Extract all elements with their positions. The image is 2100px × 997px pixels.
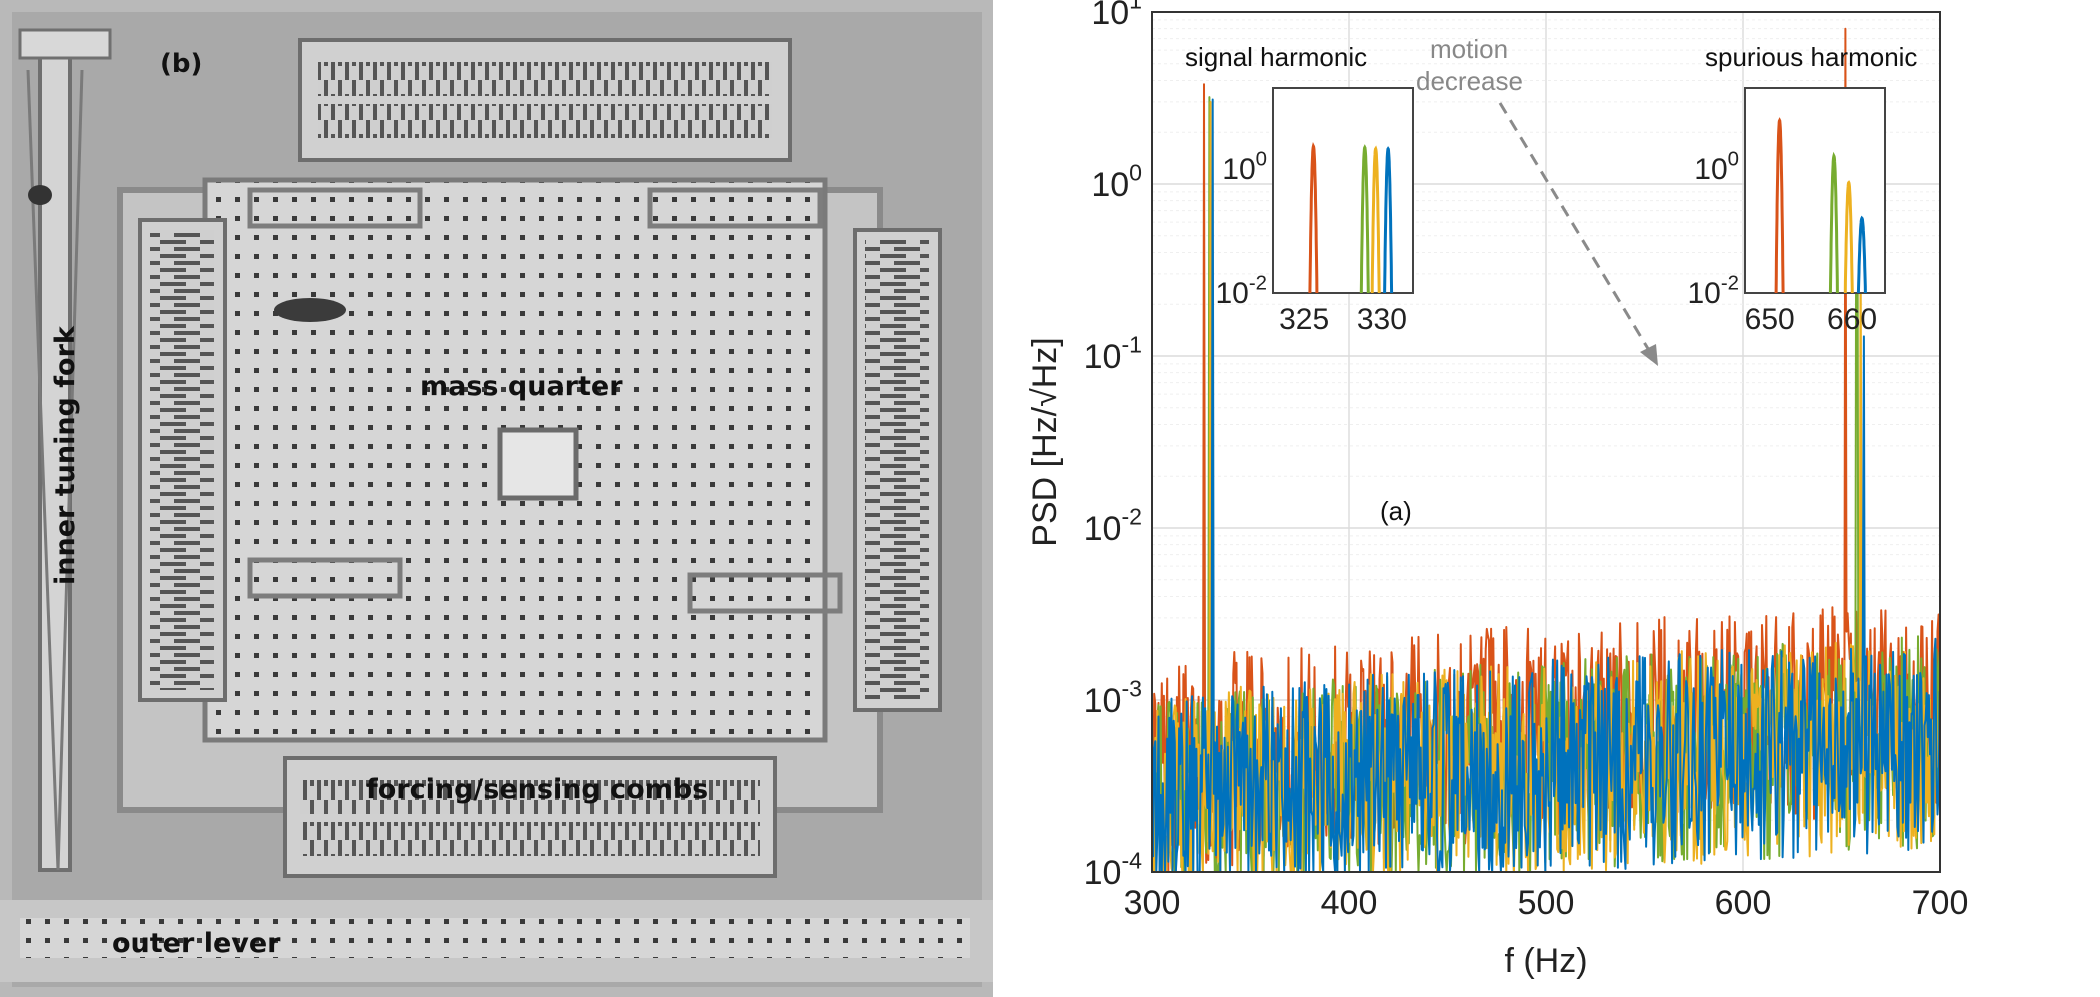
y-tick-label: 100 (1091, 160, 1142, 204)
y-tick-label: 10-2 (1084, 504, 1142, 548)
inset-peak (1308, 142, 1319, 294)
plot-frame (1151, 11, 1941, 873)
inset-x-tick-label: 660 (1827, 303, 1877, 336)
inset-x-tick-label: 650 (1745, 303, 1795, 336)
bottom-comb (283, 756, 777, 878)
panel-label-a: (a) (1380, 496, 1412, 526)
inset-peak (1370, 145, 1381, 294)
x-tick-label: 400 (1321, 884, 1378, 922)
label-inner-tuning-fork: inner tuning fork (50, 325, 81, 585)
inset-peak (1828, 151, 1839, 294)
inset-frame (1744, 87, 1886, 294)
x-tick-label: 500 (1518, 884, 1575, 922)
inset-peak (1359, 144, 1370, 294)
y-axis-label: PSD [Hz/√Hz] (1026, 337, 1064, 546)
y-tick-labels: 101 100 10-1 10-2 10-3 10-4 (1084, 0, 1143, 892)
series-blue-line (1151, 98, 1941, 873)
top-comb (298, 38, 792, 162)
annotation-motion: motion (1430, 34, 1508, 64)
x-tick-labels: 300 400 500 600 700 (1124, 884, 1969, 922)
series-layer (1151, 27, 1941, 873)
inset-peak (1774, 117, 1785, 294)
x-tick-label: 300 (1124, 884, 1181, 922)
y-tick-label: 10-4 (1084, 848, 1143, 892)
inset-y-tick-label: 100 (1694, 148, 1739, 186)
x-tick-label: 600 (1715, 884, 1772, 922)
inset-y-tick-label: 10-2 (1687, 273, 1739, 311)
y-tick-label: 10-3 (1084, 676, 1142, 720)
inset-x-tick-label: 330 (1357, 303, 1407, 336)
psd-chart: 101 100 10-1 10-2 10-3 10-4 300 400 500 600 700 f… (1026, 0, 1969, 980)
mems-micrograph: (b) inner tuning fork mass quarter forci… (0, 0, 993, 997)
panel-label-b: (b) (160, 49, 202, 79)
y-tick-label: 101 (1091, 0, 1142, 32)
inset-y-tick-label: 100 (1222, 148, 1267, 186)
inset-peak (1843, 180, 1854, 294)
label-combs: forcing/sensing combs (366, 774, 708, 805)
inset-peak (1856, 215, 1867, 294)
label-outer-lever: outer lever (112, 928, 281, 959)
y-tick-label: 10-1 (1084, 332, 1142, 376)
central-pad (497, 427, 579, 501)
inset-peak (1383, 146, 1394, 294)
motion-decrease-arrow (1498, 102, 1658, 366)
annotation-spurious-harmonic: spurious harmonic (1705, 42, 1917, 72)
label-mass-quarter: mass quarter (420, 371, 623, 402)
x-axis-label: f (Hz) (1504, 942, 1587, 980)
inset-x-tick-label: 325 (1279, 303, 1329, 336)
x-tick-label: 700 (1912, 884, 1969, 922)
annotation-signal-harmonic: signal harmonic (1185, 42, 1367, 72)
annotation-decrease: decrease (1416, 66, 1523, 96)
inset-signal: 100 10-2 325 330 (1215, 87, 1414, 336)
inset-y-tick-label: 10-2 (1215, 273, 1267, 311)
